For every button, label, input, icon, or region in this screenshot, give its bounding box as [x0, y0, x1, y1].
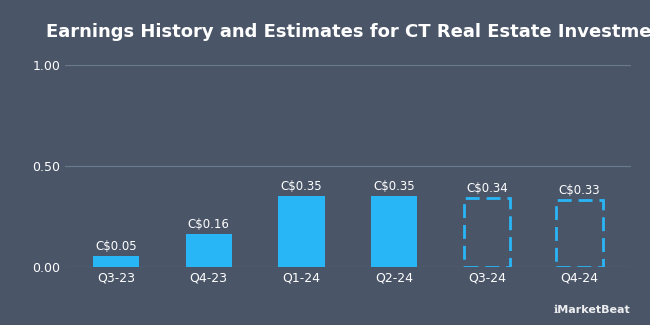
Bar: [556, 200, 603, 266]
Text: ℹMarketBeat: ℹMarketBeat: [554, 305, 630, 315]
Text: C$0.05: C$0.05: [95, 240, 136, 254]
Text: C$0.34: C$0.34: [466, 182, 508, 195]
Text: Earnings History and Estimates for CT Real Estate Investment: Earnings History and Estimates for CT Re…: [46, 23, 650, 41]
Bar: [278, 196, 324, 266]
Bar: [185, 234, 232, 266]
Text: C$0.16: C$0.16: [188, 218, 229, 231]
Bar: [371, 196, 417, 266]
Text: C$0.35: C$0.35: [373, 180, 415, 193]
Bar: [463, 198, 510, 266]
Text: C$0.35: C$0.35: [281, 180, 322, 193]
Text: C$0.33: C$0.33: [559, 184, 601, 197]
Bar: [93, 256, 139, 266]
